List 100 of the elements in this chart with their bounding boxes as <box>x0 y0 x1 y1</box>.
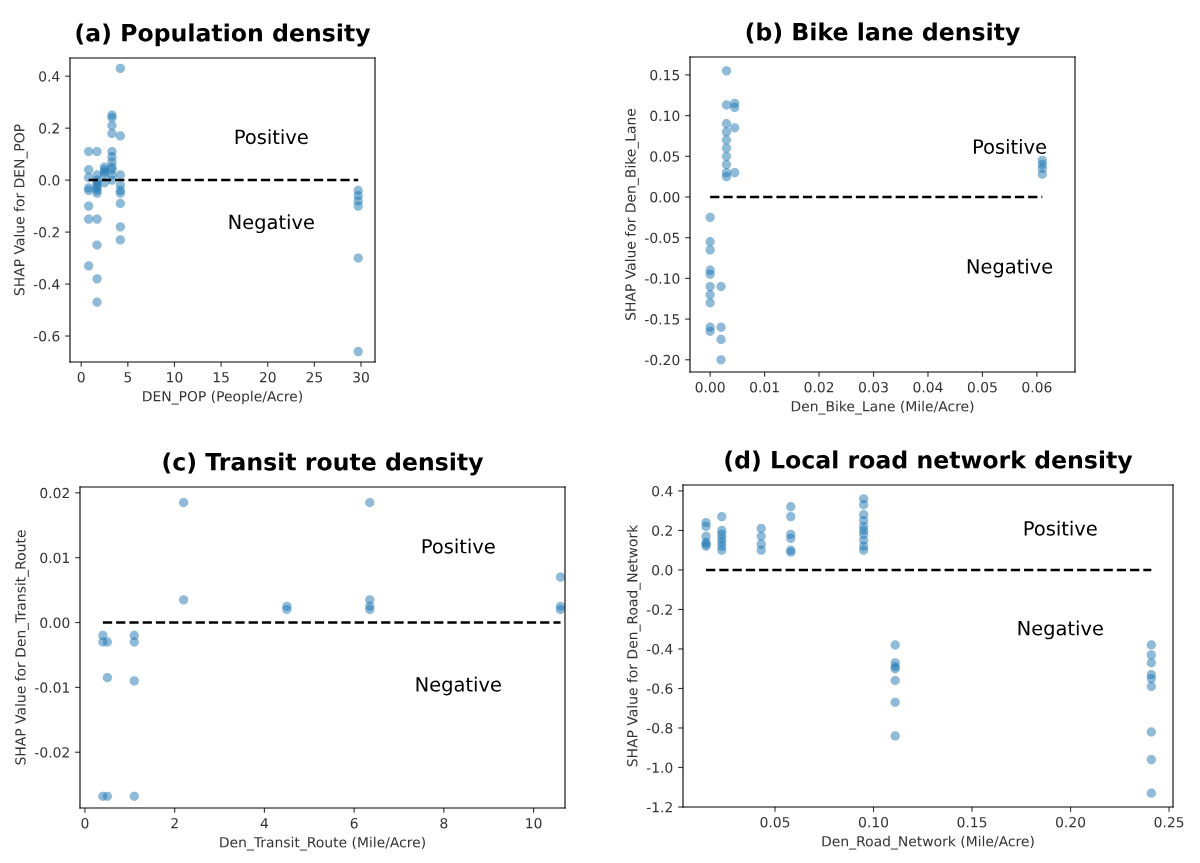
point <box>716 355 726 365</box>
point <box>365 604 375 615</box>
y-tick-label: -1.2 <box>646 801 672 813</box>
point <box>1146 681 1156 692</box>
annotation: Negative <box>229 214 314 234</box>
point <box>721 151 732 161</box>
y-tick-label: 0.00 <box>40 617 70 629</box>
x-tick-label: 0.01 <box>750 381 779 393</box>
point <box>1146 673 1156 684</box>
point <box>282 604 292 615</box>
point <box>705 326 715 336</box>
point <box>890 731 900 741</box>
x-tick-label: 0.20 <box>1056 816 1086 828</box>
y-tick-label: 0.0 <box>652 564 673 576</box>
y-tick-label: -0.4 <box>646 643 673 655</box>
point <box>730 167 740 178</box>
annotation: Negative <box>416 676 501 696</box>
x-tick-label: 25 <box>306 371 322 383</box>
y-tick-label: -0.4 <box>33 279 60 290</box>
point <box>92 214 102 224</box>
point <box>84 165 94 175</box>
point <box>721 119 732 129</box>
x-tick-label: 30 <box>353 371 369 383</box>
point <box>353 253 363 263</box>
x-tick-label: 15 <box>213 372 229 383</box>
y-tick-label: 0.2 <box>39 123 59 134</box>
y-tick-label: 0.4 <box>652 485 673 497</box>
point <box>129 637 139 647</box>
point <box>756 523 766 534</box>
y-axis-title: SHAP Value for Den_Bike_Lane <box>624 108 639 320</box>
point <box>705 245 715 255</box>
x-tick-label: 0.05 <box>760 816 790 828</box>
y-tick-label: 0.05 <box>650 151 680 162</box>
x-tick-label: 0 <box>81 817 89 829</box>
point <box>890 697 900 707</box>
point <box>115 131 126 141</box>
y-tick-label: -0.2 <box>646 604 672 615</box>
point <box>555 604 565 615</box>
x-axis-title: DEN_POP (People/Acre) <box>143 390 302 405</box>
x-tick-label: 2 <box>171 817 178 829</box>
point <box>1146 640 1156 650</box>
x-axis-title: Den_Bike_Lane (Mile/Acre) <box>791 400 974 415</box>
y-tick-label: 0.0 <box>39 175 60 186</box>
point <box>115 63 126 74</box>
annotation: Negative <box>967 258 1053 278</box>
point <box>705 237 715 247</box>
y-tick-label: -0.6 <box>33 330 60 342</box>
annotation: Positive <box>235 129 308 145</box>
point <box>1146 727 1156 737</box>
point <box>716 322 726 332</box>
y-tick-label: -0.8 <box>646 722 673 734</box>
y-tick-label: 0.4 <box>39 71 60 82</box>
point <box>890 640 900 650</box>
x-tick-label: 5 <box>124 372 132 383</box>
y-tick-label: 0.01 <box>40 552 69 564</box>
point <box>730 123 740 133</box>
x-tick-label: 20 <box>259 371 276 383</box>
y-tick-label: -0.01 <box>35 682 69 693</box>
point <box>1146 658 1156 668</box>
x-tick-label: 0.06 <box>1022 381 1052 393</box>
y-tick-label: 0.00 <box>650 191 680 203</box>
annotation: Negative <box>1018 620 1103 640</box>
x-tick-label: 4 <box>260 818 269 829</box>
point <box>721 127 732 137</box>
point <box>721 159 732 170</box>
point <box>786 502 796 512</box>
y-tick-label: 0.15 <box>650 69 680 81</box>
y-axis-title: SHAP Value for Den_Road_Network <box>626 524 641 767</box>
point <box>705 212 715 223</box>
y-tick-label: -0.20 <box>645 354 680 366</box>
point <box>705 281 715 292</box>
point <box>178 497 189 508</box>
point <box>365 497 375 508</box>
point <box>717 511 727 522</box>
point <box>721 66 732 76</box>
point <box>730 102 740 113</box>
point <box>701 521 711 532</box>
point <box>115 235 126 245</box>
point <box>102 673 113 683</box>
point <box>84 214 94 224</box>
point <box>84 172 94 183</box>
point <box>705 298 715 308</box>
point <box>859 500 869 510</box>
point <box>786 533 796 543</box>
point <box>84 146 94 157</box>
y-tick-label: -0.05 <box>645 232 680 244</box>
annotation: Positive <box>973 138 1046 154</box>
point <box>721 135 732 145</box>
x-tick-label: 0.25 <box>1154 816 1184 828</box>
point <box>102 637 113 647</box>
point <box>129 791 139 801</box>
x-tick-label: 0.05 <box>967 381 997 393</box>
x-tick-label: 0.02 <box>804 381 834 393</box>
y-tick-label: -0.2 <box>33 227 59 238</box>
point <box>107 128 117 139</box>
chart-title: (a) Population density <box>76 23 371 47</box>
point <box>721 171 732 182</box>
annotation: Positive <box>1024 520 1097 536</box>
y-tick-label: 0.10 <box>650 110 680 122</box>
point <box>756 545 766 555</box>
